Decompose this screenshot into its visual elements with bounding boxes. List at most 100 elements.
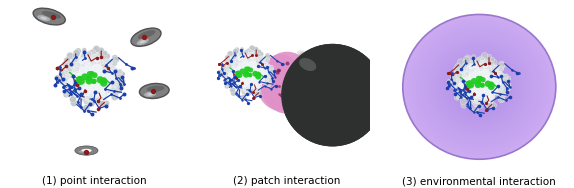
Point <box>255 80 264 83</box>
Point <box>87 78 96 81</box>
Point <box>87 70 96 73</box>
Point <box>448 77 457 80</box>
Point <box>242 71 251 74</box>
Ellipse shape <box>449 58 510 116</box>
Point <box>475 80 484 83</box>
Point <box>232 78 242 81</box>
Point <box>257 74 266 77</box>
Point <box>464 82 474 85</box>
Point <box>69 102 79 105</box>
Point <box>66 87 75 90</box>
Point <box>70 73 79 76</box>
Point <box>89 78 98 81</box>
Point <box>476 85 485 88</box>
Point <box>250 92 259 95</box>
Point <box>72 76 82 79</box>
Point <box>83 79 92 82</box>
Point <box>223 61 232 64</box>
Point <box>84 65 94 68</box>
Ellipse shape <box>410 22 548 152</box>
Point <box>238 98 247 101</box>
Point <box>94 98 103 101</box>
Point <box>99 89 108 92</box>
Point <box>464 84 473 87</box>
Point <box>486 77 495 80</box>
Point <box>465 83 474 86</box>
Point <box>467 91 476 94</box>
Point <box>463 87 472 90</box>
Point <box>84 90 93 93</box>
Point <box>67 77 76 80</box>
Point <box>253 55 262 58</box>
Circle shape <box>282 44 383 146</box>
Point <box>239 84 248 87</box>
Point <box>73 101 82 104</box>
Point <box>91 64 100 67</box>
Point <box>460 60 470 63</box>
Point <box>266 66 276 69</box>
Point <box>466 85 475 88</box>
Point <box>456 95 466 98</box>
Point <box>72 94 82 97</box>
Point <box>258 62 267 65</box>
Point <box>86 76 95 79</box>
Point <box>86 76 95 79</box>
Point <box>84 78 93 81</box>
Ellipse shape <box>75 146 98 155</box>
Point <box>473 70 482 73</box>
Point <box>99 69 108 72</box>
Point <box>84 81 93 84</box>
Circle shape <box>302 64 363 126</box>
Point <box>82 79 91 82</box>
Point <box>100 81 109 84</box>
Point <box>471 98 480 101</box>
Point <box>81 78 90 81</box>
Point <box>244 69 253 72</box>
Point <box>237 79 246 82</box>
Point <box>262 68 271 71</box>
Point <box>71 82 80 85</box>
Point <box>475 81 484 84</box>
Point <box>463 89 472 92</box>
Point <box>84 77 93 80</box>
Point <box>94 100 103 103</box>
Point <box>109 89 118 92</box>
Point <box>472 103 482 106</box>
Point <box>91 77 100 80</box>
Point <box>93 64 102 67</box>
Point <box>244 67 253 70</box>
Point <box>74 80 83 83</box>
Point <box>86 72 95 75</box>
Point <box>88 54 97 57</box>
Point <box>79 74 88 77</box>
Point <box>250 96 259 99</box>
Point <box>235 71 245 74</box>
Point <box>95 107 104 110</box>
Point <box>237 59 246 62</box>
Point <box>236 71 246 74</box>
Point <box>61 93 71 96</box>
Point <box>84 96 94 99</box>
Point <box>90 89 99 92</box>
Point <box>94 66 103 69</box>
Point <box>248 54 257 57</box>
Point <box>486 63 495 66</box>
Point <box>224 84 234 87</box>
Circle shape <box>288 50 377 140</box>
Point <box>72 80 82 83</box>
Point <box>471 83 480 86</box>
Point <box>491 90 500 93</box>
Ellipse shape <box>455 64 504 110</box>
Point <box>247 74 257 77</box>
Point <box>86 77 95 80</box>
Point <box>493 80 502 83</box>
Point <box>248 59 257 62</box>
Point <box>468 94 477 97</box>
Point <box>232 63 241 66</box>
Point <box>456 72 465 75</box>
Point <box>460 91 469 94</box>
Circle shape <box>286 49 379 141</box>
Point <box>479 86 488 89</box>
Point <box>245 83 254 86</box>
Point <box>468 77 477 80</box>
